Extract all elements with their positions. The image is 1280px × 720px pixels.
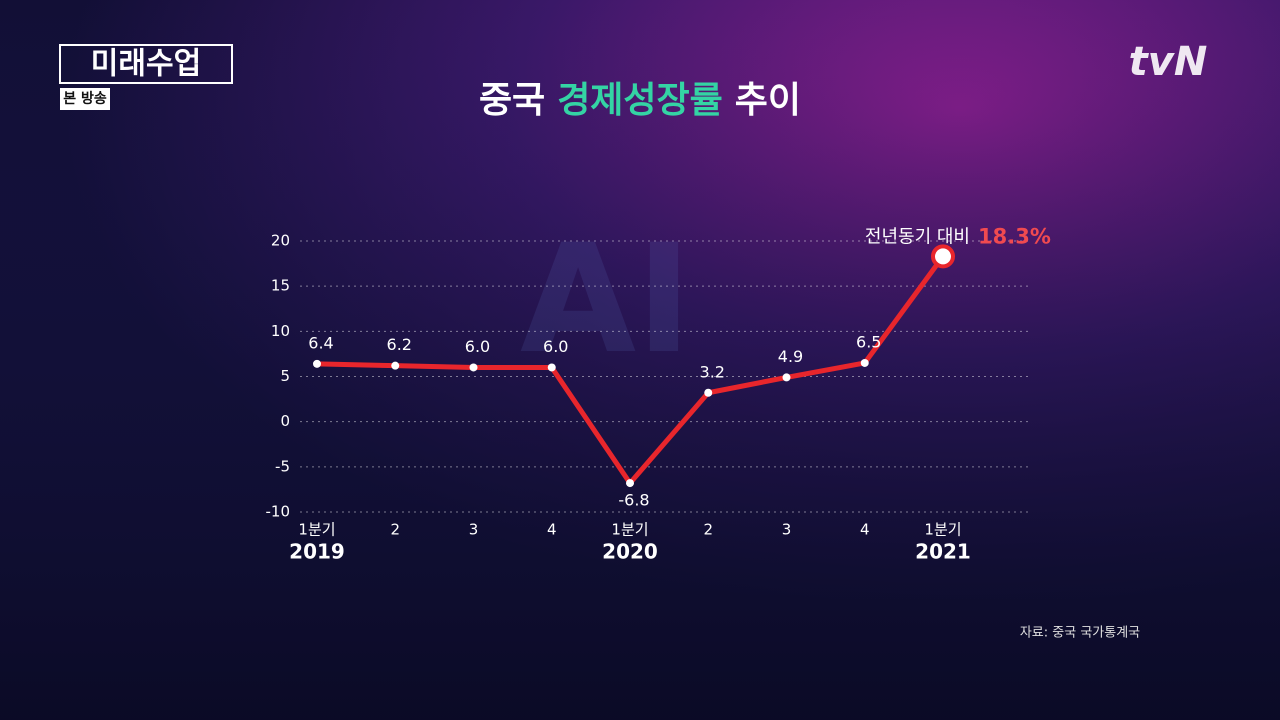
data-point (391, 361, 400, 370)
data-point (547, 363, 556, 372)
y-tick-label: 10 (271, 322, 290, 340)
data-label: 6.0 (543, 337, 568, 356)
data-point-highlight (931, 244, 955, 269)
x-tick-label: 3 (782, 521, 792, 539)
logo-box (59, 44, 233, 84)
title-part: 추이 (735, 80, 801, 121)
x-year-label: 2020 (602, 540, 658, 564)
x-tick-label: 1분기 (611, 521, 648, 539)
y-tick-label: 0 (280, 412, 290, 430)
x-tick-label: 2 (390, 521, 400, 539)
x-tick-label: 4 (547, 521, 557, 539)
channel-logo: tvN (1129, 39, 1208, 85)
data-label: 6.2 (387, 335, 412, 354)
source: 자료: 중국 국가통계국 (1020, 626, 1140, 641)
x-tick-label: 1분기 (298, 521, 335, 539)
x-tick-label: 4 (860, 521, 870, 539)
x-year-label: 2021 (915, 540, 971, 564)
data-label: 6.0 (465, 337, 490, 356)
data-label: 3.2 (700, 362, 725, 381)
data-point (469, 363, 478, 372)
x-tick-label: 1분기 (924, 521, 961, 539)
logo-tag-box (60, 88, 110, 110)
y-tick-label: -10 (266, 503, 291, 521)
x-tick-label: 2 (703, 521, 713, 539)
y-tick-label: 20 (271, 232, 290, 250)
y-tick-label: 5 (280, 367, 290, 385)
data-label: -6.8 (618, 491, 649, 510)
data-point (704, 388, 713, 397)
logo-tag: 본 방송 (63, 90, 107, 107)
y-tick-label: -5 (275, 457, 290, 475)
data-point (860, 358, 869, 367)
data-point (313, 359, 321, 368)
data-point (626, 479, 634, 488)
x-tick-label: 3 (469, 521, 479, 539)
y-tick-label: 15 (271, 277, 290, 295)
data-point (782, 373, 791, 382)
background-decoration: AI (520, 213, 692, 387)
data-label: 4.9 (778, 347, 803, 366)
chart-title: 중국 경제성장률 추이 (479, 80, 801, 121)
logo: 미래수업 (91, 47, 201, 82)
title-part: 경제성장률 (557, 80, 723, 121)
data-label: 6.4 (308, 333, 333, 352)
data-label: 6.5 (856, 332, 881, 351)
data-label: 18.3% (978, 224, 1051, 248)
title-part: 중국 (479, 80, 545, 121)
x-year-label: 2019 (289, 540, 345, 564)
annotation: 전년동기 대비 (865, 226, 970, 247)
